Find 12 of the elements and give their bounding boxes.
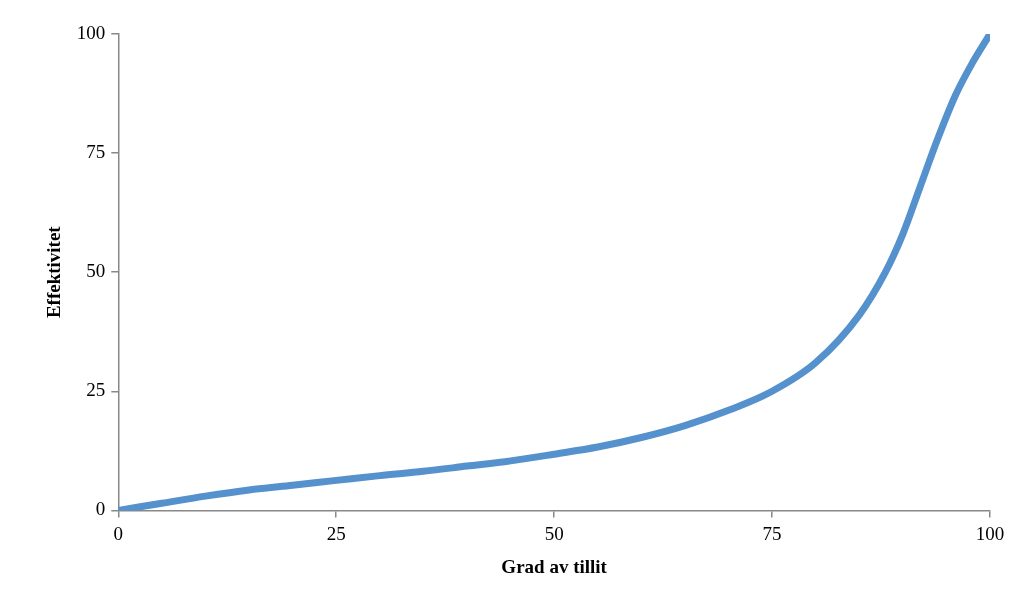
y-axis-title: Effektivitet [43, 225, 65, 319]
y-tick-label: 25 [86, 379, 106, 401]
x-tick-label: 50 [544, 522, 564, 544]
x-tick-label: 0 [113, 522, 124, 544]
y-tick-label: 0 [95, 498, 106, 520]
y-tick-label: 75 [86, 141, 106, 163]
y-tick-label: 100 [76, 21, 106, 43]
x-tick-label: 25 [326, 522, 346, 544]
x-axis-title: Grad av tillit [501, 555, 608, 577]
y-tick-label: 50 [86, 260, 106, 282]
x-tick-label: 75 [762, 522, 782, 544]
x-tick-label: 100 [975, 522, 1005, 544]
